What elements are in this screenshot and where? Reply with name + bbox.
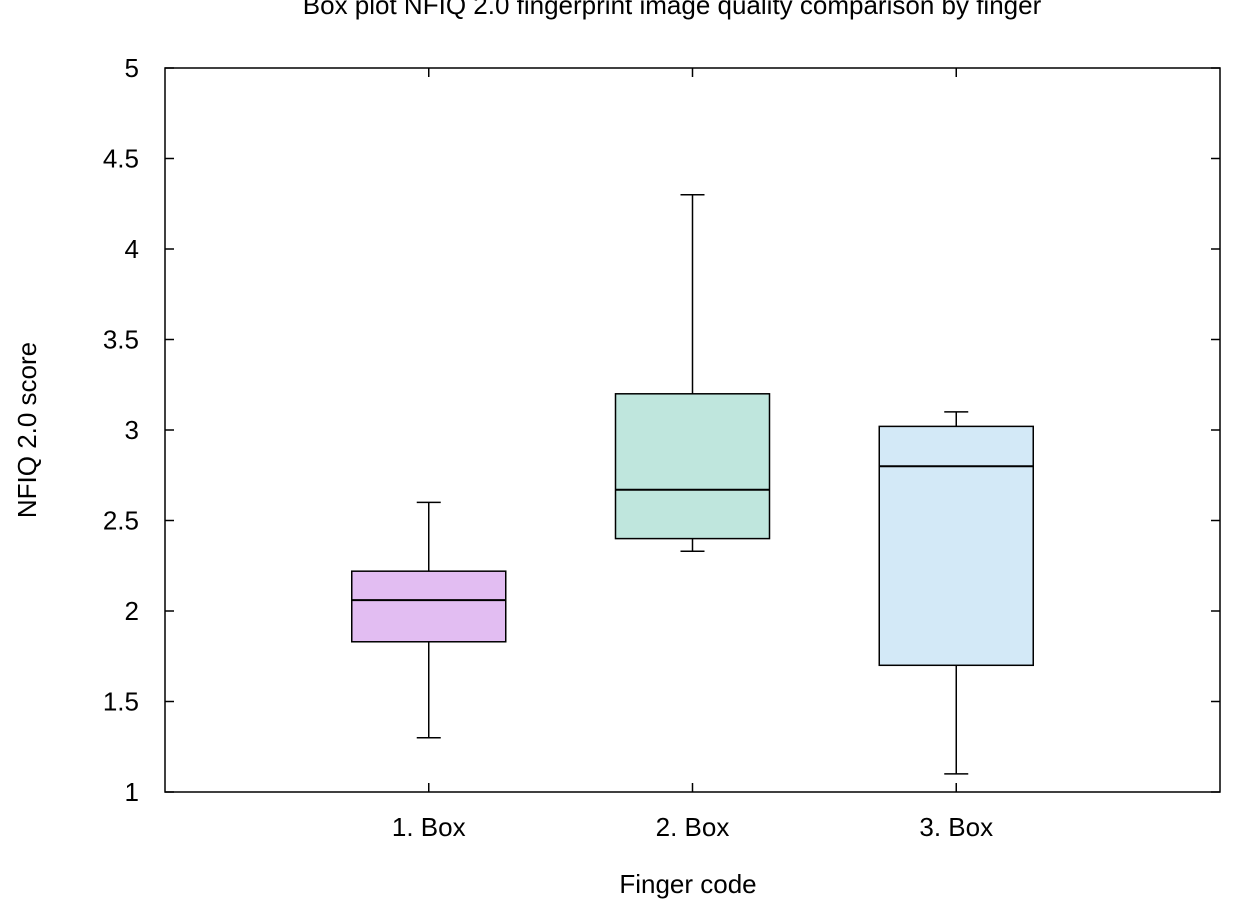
- box-iqr: [878, 425, 1034, 667]
- y-tick-label: 1: [125, 777, 139, 807]
- y-tick-label: 4.5: [103, 144, 139, 174]
- x-tick-label: 1. Box: [392, 812, 466, 842]
- y-tick-label: 2: [125, 596, 139, 626]
- chart-title: Box plot NFIQ 2.0 fingerprint image qual…: [303, 0, 1042, 20]
- y-tick-label: 3: [125, 415, 139, 445]
- y-tick-label: 4: [125, 234, 139, 264]
- x-axis-label: Finger code: [619, 869, 756, 899]
- y-tick-label: 3.5: [103, 325, 139, 355]
- x-tick-label: 3. Box: [919, 812, 993, 842]
- box-iqr: [351, 570, 507, 643]
- y-tick-label: 2.5: [103, 506, 139, 536]
- y-tick-label: 5: [125, 53, 139, 83]
- y-tick-label: 1.5: [103, 687, 139, 717]
- x-tick-label: 2. Box: [656, 812, 730, 842]
- y-axis-label: NFIQ 2.0 score: [12, 342, 42, 518]
- plot-area: 1 1.5 2 2.5 3 3.5 4 4.5 5 1. Box 2. Box 3. Box: [103, 53, 1221, 842]
- box-iqr: [614, 393, 771, 540]
